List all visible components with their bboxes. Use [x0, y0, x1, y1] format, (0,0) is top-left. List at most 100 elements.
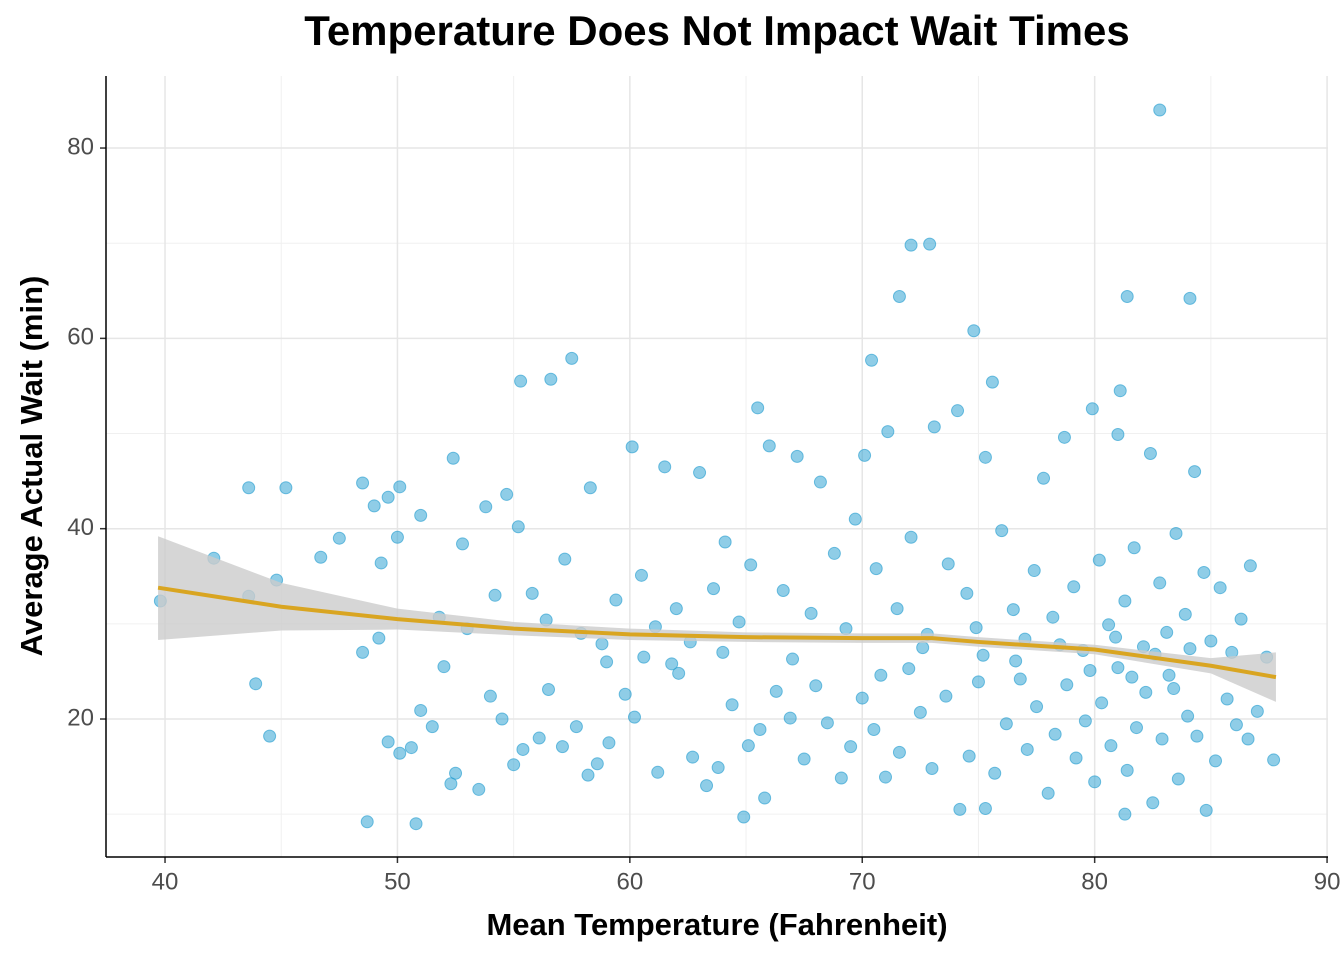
point [962, 749, 976, 763]
point [867, 722, 881, 736]
point [1046, 610, 1060, 624]
point [1006, 603, 1020, 617]
point [1013, 672, 1027, 686]
trend-line [157, 585, 1277, 680]
point [367, 499, 381, 513]
point [960, 586, 974, 600]
point [1178, 607, 1192, 621]
point [595, 637, 609, 651]
point [786, 652, 800, 666]
chart-title: Temperature Does Not Impact Wait Times [304, 7, 1129, 54]
point [437, 660, 451, 674]
point [1095, 696, 1109, 710]
point [969, 621, 983, 635]
point [951, 404, 965, 418]
y-tick-label: 20 [67, 704, 94, 731]
point [753, 722, 767, 736]
x-axis-title: Mean Temperature (Fahrenheit) [486, 907, 947, 942]
point [1118, 594, 1132, 608]
point [1243, 559, 1257, 573]
point [737, 810, 751, 824]
point [495, 712, 509, 726]
point [941, 557, 955, 571]
point [1139, 685, 1153, 699]
point [741, 739, 755, 753]
point [542, 683, 556, 697]
point [834, 771, 848, 785]
point [1241, 732, 1255, 746]
point [916, 641, 930, 655]
point [1167, 682, 1181, 696]
point [1197, 565, 1211, 579]
point [356, 645, 370, 659]
point [1155, 732, 1169, 746]
point [1109, 630, 1123, 644]
point [425, 720, 439, 734]
point [844, 740, 858, 754]
point [672, 666, 686, 680]
point [390, 530, 404, 544]
point [776, 584, 790, 598]
point [314, 550, 328, 564]
point [813, 475, 827, 489]
point [544, 372, 558, 386]
point [1183, 642, 1197, 656]
point [446, 451, 460, 465]
point [1143, 447, 1157, 461]
point [472, 782, 486, 796]
point [1060, 678, 1074, 692]
point [514, 374, 528, 388]
point [356, 476, 370, 490]
x-tick-label: 70 [849, 868, 876, 895]
point [249, 677, 263, 691]
point [902, 662, 916, 676]
point [855, 691, 869, 705]
point [971, 675, 985, 689]
point [881, 425, 895, 439]
point [1020, 742, 1034, 756]
point [762, 439, 776, 453]
x-tick-label: 50 [384, 868, 411, 895]
point [1085, 402, 1099, 416]
point [820, 716, 834, 730]
point [1250, 704, 1264, 718]
point [1188, 465, 1202, 479]
point [925, 761, 939, 775]
x-tick-label: 60 [616, 868, 643, 895]
point [827, 546, 841, 560]
point [1078, 714, 1092, 728]
point [404, 741, 418, 755]
point [839, 622, 853, 636]
x-tick-label: 90 [1314, 868, 1341, 895]
point [625, 440, 639, 454]
point [858, 448, 872, 462]
point [242, 481, 256, 495]
point [409, 817, 423, 831]
point [904, 530, 918, 544]
point [848, 512, 862, 526]
point [707, 582, 721, 596]
point [374, 556, 388, 570]
point [1229, 718, 1243, 732]
point [602, 736, 616, 750]
point [1199, 803, 1213, 817]
point [511, 520, 525, 534]
point [618, 687, 632, 701]
point [725, 698, 739, 712]
point [878, 770, 892, 784]
point [1125, 670, 1139, 684]
point [525, 586, 539, 600]
point [651, 765, 665, 779]
y-tick-label: 60 [67, 324, 94, 351]
y-axis-title: Average Actual Wait (min) [14, 276, 49, 657]
point [1083, 663, 1097, 677]
point [976, 648, 990, 662]
point [555, 740, 569, 754]
point [1102, 618, 1116, 632]
point [913, 705, 927, 719]
point [711, 761, 725, 775]
point [985, 375, 999, 389]
point [1104, 739, 1118, 753]
point [558, 552, 572, 566]
point [1111, 661, 1125, 675]
